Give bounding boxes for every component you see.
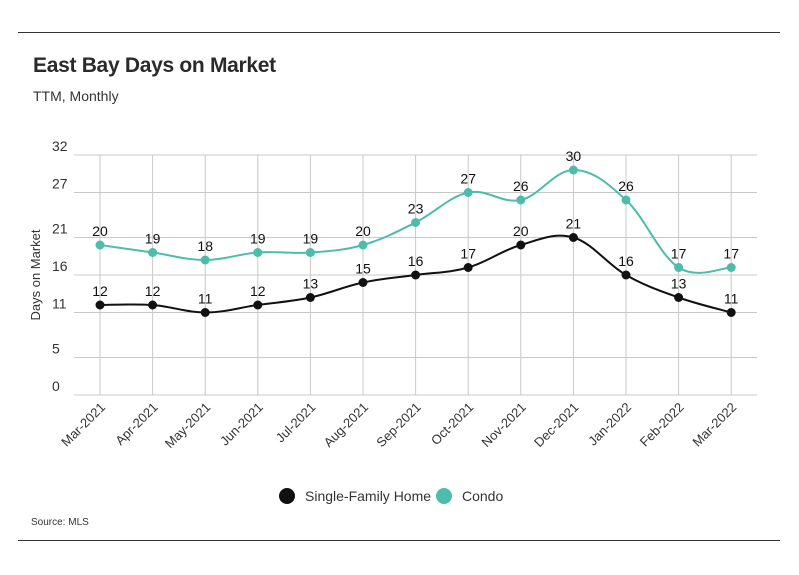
- data-point-condo: [358, 240, 368, 250]
- legend-label-single-family-home: Single-Family Home: [305, 488, 431, 504]
- x-tick-label: Dec-2021: [531, 400, 581, 450]
- data-label-single-family-home: 12: [145, 283, 161, 299]
- y-ticks: 0 5 11 16 21 27 32: [52, 138, 68, 394]
- data-label-condo: 18: [197, 238, 213, 254]
- data-point-single-family-home: [148, 300, 158, 310]
- data-point-single-family-home: [674, 293, 684, 302]
- data-label-single-family-home: 21: [566, 216, 582, 232]
- x-tick-label: Jul-2021: [273, 400, 319, 446]
- data-point-single-family-home: [621, 270, 631, 280]
- bottom-rule: [18, 540, 780, 541]
- data-point-single-family-home: [253, 300, 263, 310]
- data-point-condo: [463, 188, 473, 197]
- data-labels: 12 12 11 12 13 15 16 17 20 21 16 13 11 20 19 18 19 19 20 23…: [92, 148, 739, 307]
- x-tick-label: Feb-2022: [637, 400, 687, 450]
- data-label-single-family-home: 20: [513, 223, 529, 239]
- data-label-condo: 23: [408, 201, 424, 217]
- top-rule: [18, 32, 780, 33]
- chart-subtitle: TTM, Monthly: [33, 88, 119, 104]
- data-point-single-family-home: [411, 270, 421, 280]
- y-tick-label: 11: [52, 296, 67, 312]
- data-point-condo: [516, 195, 526, 205]
- data-point-condo: [305, 248, 315, 257]
- y-tick-label: 16: [52, 258, 68, 274]
- y-tick-label: 21: [52, 221, 68, 237]
- data-label-condo: 19: [303, 231, 319, 247]
- data-point-single-family-home: [726, 308, 736, 317]
- data-label-single-family-home: 13: [671, 276, 687, 292]
- data-point-condo: [95, 240, 105, 250]
- data-label-condo: 26: [513, 178, 529, 194]
- data-label-single-family-home: 11: [198, 291, 213, 307]
- x-tick-label: Mar-2022: [689, 400, 739, 450]
- data-label-condo: 30: [566, 148, 582, 164]
- data-label-condo: 19: [250, 231, 266, 247]
- data-point-single-family-home: [568, 233, 578, 242]
- data-point-single-family-home: [200, 308, 210, 317]
- y-tick-label: 27: [52, 176, 68, 192]
- data-point-condo: [200, 255, 210, 265]
- data-label-single-family-home: 16: [618, 253, 634, 269]
- data-label-condo: 20: [92, 223, 108, 239]
- data-label-single-family-home: 12: [250, 283, 266, 299]
- y-tick-label: 0: [52, 378, 60, 394]
- legend-marker-condo: [436, 488, 452, 504]
- data-point-condo: [253, 248, 263, 257]
- legend-marker-single-family-home: [279, 488, 295, 504]
- data-label-condo: 27: [460, 171, 476, 187]
- data-point-single-family-home: [463, 263, 473, 272]
- x-tick-label: May-2021: [162, 400, 213, 451]
- data-point-condo: [568, 165, 578, 175]
- data-label-single-family-home: 12: [92, 283, 108, 299]
- grid: [74, 154, 757, 396]
- data-label-condo: 17: [671, 246, 687, 262]
- data-point-condo: [148, 248, 158, 257]
- data-point-single-family-home: [305, 293, 315, 302]
- x-tick-label: Mar-2021: [58, 400, 108, 450]
- data-label-condo: 20: [355, 223, 371, 239]
- y-tick-label: 5: [52, 341, 60, 357]
- data-point-single-family-home: [95, 300, 105, 310]
- data-point-condo: [621, 195, 631, 205]
- x-tick-label: Nov-2021: [478, 400, 528, 450]
- data-label-single-family-home: 16: [408, 253, 424, 269]
- chart-title: East Bay Days on Market: [33, 54, 276, 77]
- data-label-condo: 17: [723, 246, 739, 262]
- x-tick-label: Apr-2021: [112, 400, 160, 448]
- x-tick-label: Sep-2021: [373, 400, 423, 450]
- data-point-condo: [674, 263, 684, 272]
- source-note: Source: MLS: [31, 517, 89, 528]
- data-label-single-family-home: 15: [355, 261, 371, 277]
- legend-label-condo: Condo: [462, 488, 503, 504]
- data-label-condo: 26: [618, 178, 634, 194]
- data-point-single-family-home: [516, 240, 526, 250]
- x-tick-label: Aug-2021: [321, 400, 371, 450]
- series-points: [95, 165, 736, 317]
- data-point-condo: [411, 218, 421, 227]
- y-tick-label: 32: [52, 138, 68, 154]
- data-label-single-family-home: 11: [724, 291, 739, 307]
- x-tick-label: Oct-2021: [428, 400, 476, 448]
- x-ticks: Mar-2021 Apr-2021 May-2021 Jun-2021 Jul-2021…: [58, 400, 739, 451]
- legend: Single-Family Home Condo: [279, 488, 503, 504]
- data-label-condo: 19: [145, 231, 161, 247]
- y-axis-label: Days on Market: [28, 229, 43, 320]
- x-tick-label: Jun-2021: [217, 400, 266, 449]
- data-label-single-family-home: 17: [460, 246, 476, 262]
- data-point-single-family-home: [358, 278, 368, 287]
- data-label-single-family-home: 13: [303, 276, 319, 292]
- x-tick-label: Jan-2022: [585, 400, 634, 449]
- data-point-condo: [726, 263, 736, 272]
